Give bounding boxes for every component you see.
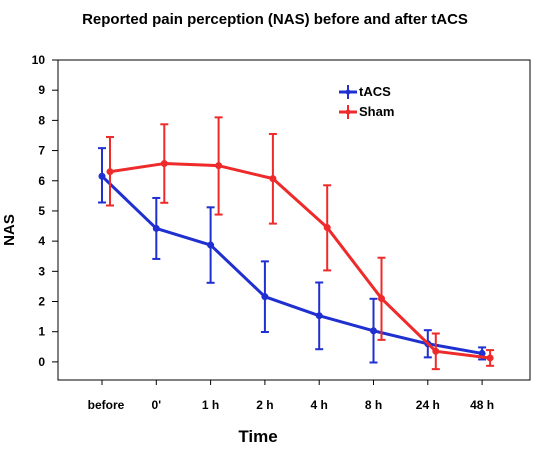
data-point bbox=[160, 160, 168, 168]
y-axis-label: NAS bbox=[1, 214, 18, 246]
data-point bbox=[98, 172, 106, 180]
y-tick-label: 0 bbox=[38, 355, 45, 369]
y-axis: 0 1 2 3 4 5 6 7 8 9 10 bbox=[32, 53, 58, 369]
y-tick-label: 10 bbox=[32, 53, 46, 67]
x-tick-label: 2 h bbox=[256, 398, 273, 412]
legend-item-tacs: tACS bbox=[339, 84, 391, 99]
legend-item-sham: Sham bbox=[339, 104, 394, 119]
data-point bbox=[315, 312, 323, 320]
x-tick-label: 1 h bbox=[202, 398, 219, 412]
x-tick-label: 8 h bbox=[365, 398, 382, 412]
x-tick-label: 0' bbox=[152, 398, 162, 412]
data-point bbox=[378, 294, 385, 302]
data-point bbox=[432, 347, 440, 355]
x-axis: before 0' 1 h 2 h 4 h 8 h 24 h 48 h bbox=[88, 380, 494, 412]
x-tick-label: 4 h bbox=[311, 398, 328, 412]
x-axis-label: Time bbox=[238, 427, 277, 446]
y-tick-label: 2 bbox=[38, 295, 45, 309]
x-tick-label: 24 h bbox=[416, 398, 440, 412]
legend-label: Sham bbox=[359, 104, 394, 119]
legend: tACS Sham bbox=[339, 84, 394, 119]
data-point bbox=[215, 162, 223, 170]
y-tick-label: 8 bbox=[38, 113, 45, 127]
data-point bbox=[269, 175, 277, 183]
series-sham bbox=[106, 116, 495, 371]
data-point bbox=[486, 354, 494, 362]
chart-title: Reported pain perception (NAS) before an… bbox=[82, 11, 468, 28]
series-layer bbox=[98, 116, 495, 371]
data-point bbox=[152, 224, 160, 232]
data-point bbox=[323, 224, 331, 232]
series-line bbox=[100, 175, 483, 355]
series-tacs bbox=[98, 147, 487, 364]
data-point bbox=[370, 327, 377, 335]
y-tick-label: 6 bbox=[38, 174, 45, 188]
data-point bbox=[106, 168, 114, 176]
data-point bbox=[207, 241, 215, 249]
plot-area bbox=[57, 59, 531, 381]
x-tick-label: before bbox=[88, 398, 125, 412]
y-tick-label: 9 bbox=[38, 83, 45, 97]
y-tick-label: 7 bbox=[38, 144, 45, 158]
y-tick-label: 4 bbox=[38, 234, 45, 248]
y-tick-label: 3 bbox=[38, 264, 45, 278]
y-tick-label: 5 bbox=[38, 204, 45, 218]
series-line bbox=[109, 162, 491, 360]
data-point bbox=[261, 293, 269, 301]
x-tick-label: 48 h bbox=[470, 398, 494, 412]
legend-label: tACS bbox=[359, 84, 391, 99]
y-tick-label: 1 bbox=[38, 325, 45, 339]
